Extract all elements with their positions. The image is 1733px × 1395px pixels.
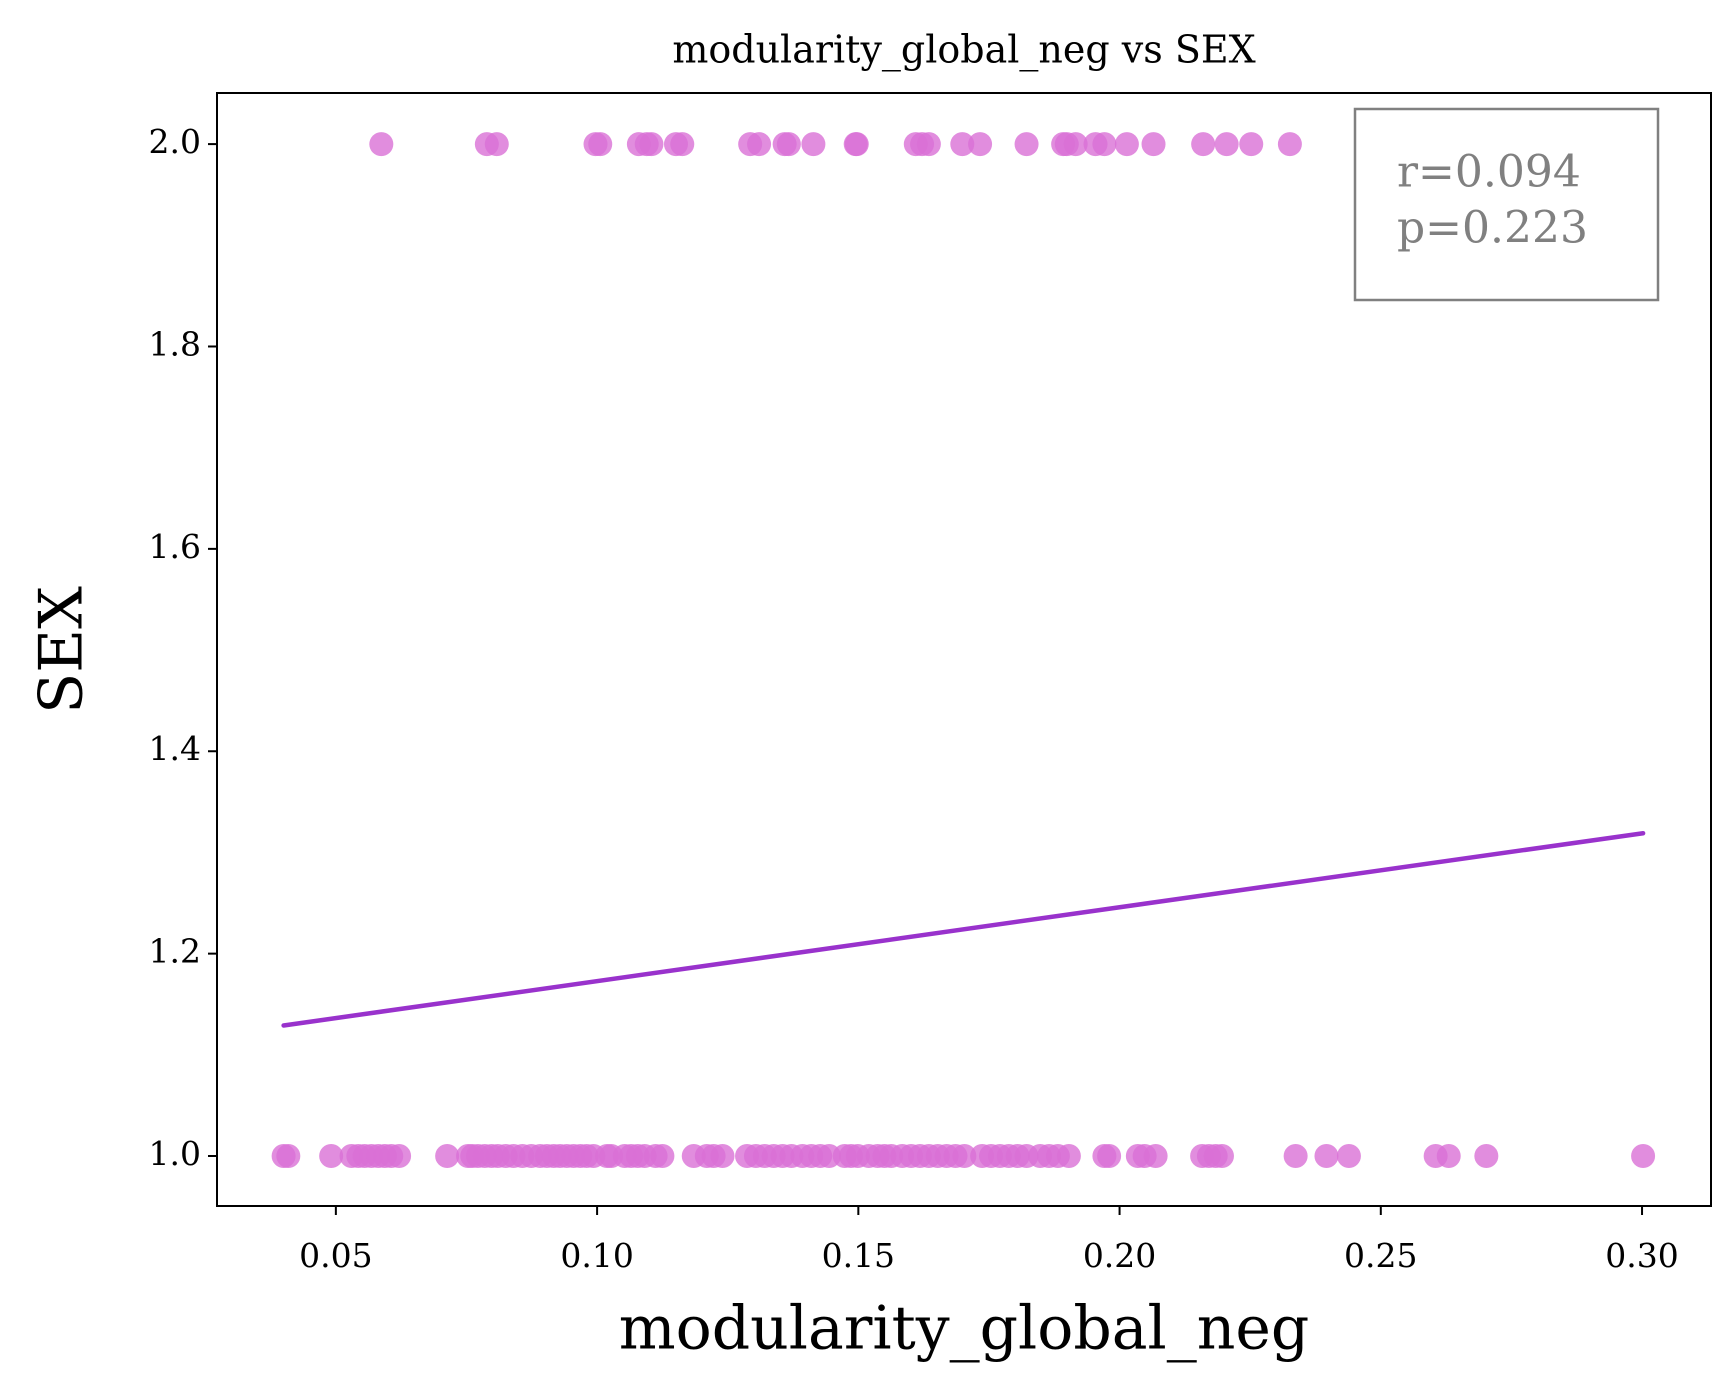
y-tick-label: 1.6: [149, 527, 201, 566]
scatter-point: [1141, 132, 1166, 157]
scatter-point: [710, 1144, 735, 1169]
chart-title: modularity_global_neg vs SEX: [672, 28, 1255, 73]
scatter-point: [1631, 1144, 1656, 1169]
scatter-point: [1239, 132, 1264, 157]
scatter-point: [435, 1144, 460, 1169]
axes-frame: [216, 92, 1712, 1207]
scatter-point: [1056, 1144, 1081, 1169]
scatter-point: [369, 132, 394, 157]
y-tick-label: 1.8: [149, 324, 201, 363]
scatter-point: [1143, 1144, 1168, 1169]
scatter-point: [1014, 132, 1039, 157]
scatter-point: [650, 1144, 675, 1169]
y-tick-label: 1.2: [149, 932, 201, 971]
x-tick-label: 0.20: [1083, 1236, 1156, 1275]
scatter-point: [747, 132, 772, 157]
x-tick-label: 0.05: [299, 1236, 372, 1275]
x-tick-label: 0.30: [1605, 1236, 1678, 1275]
scatter-point: [276, 1144, 301, 1169]
scatter-point: [670, 132, 695, 157]
annotation: p=0.223: [1397, 203, 1588, 254]
scatter-point: [952, 1144, 977, 1169]
fit-line: [281, 830, 1646, 1028]
scatter-point: [639, 132, 664, 157]
scatter-point: [319, 1144, 344, 1169]
scatter-point: [1314, 1144, 1339, 1169]
x-tick-label: 0.10: [560, 1236, 633, 1275]
y-axis-label: SEX: [27, 586, 97, 714]
scatter-point: [1283, 1144, 1308, 1169]
y-tick-label: 2.0: [149, 122, 201, 161]
scatter-point: [968, 132, 993, 157]
scatter-point: [844, 132, 869, 157]
scatter-point: [776, 132, 801, 157]
scatter-point: [916, 132, 941, 157]
y-tick-label: 1.4: [149, 729, 201, 768]
plot-area: [271, 132, 1656, 1169]
y-tick-label: 1.0: [149, 1134, 201, 1173]
scatter-point: [950, 132, 975, 157]
scatter-point: [387, 1144, 412, 1169]
scatter-point: [1114, 132, 1139, 157]
x-axis-label: modularity_global_neg: [619, 1294, 1310, 1364]
scatter-point: [1063, 132, 1088, 157]
scatter-point: [1209, 1144, 1234, 1169]
scatter-point: [801, 132, 826, 157]
scatter-point: [1336, 1144, 1361, 1169]
scatter-point: [1436, 1144, 1461, 1169]
scatter-point: [1097, 1144, 1122, 1169]
annotation-box: [1353, 107, 1660, 302]
scatter-point: [1092, 132, 1117, 157]
scatter-point: [484, 132, 509, 157]
scatter-point: [1191, 132, 1216, 157]
x-tick-label: 0.25: [1344, 1236, 1417, 1275]
scatter-point: [1474, 1144, 1499, 1169]
x-tick-label: 0.15: [822, 1236, 895, 1275]
scatter-point: [1214, 132, 1239, 157]
scatter-point: [1277, 132, 1302, 157]
scatter-point: [588, 132, 613, 157]
annotation: r=0.094: [1397, 147, 1581, 198]
